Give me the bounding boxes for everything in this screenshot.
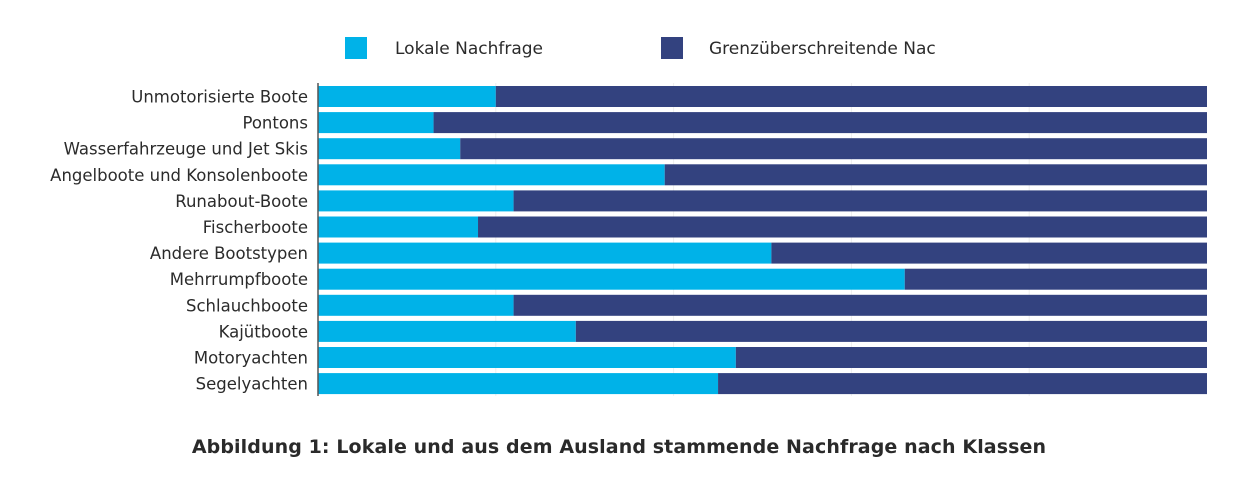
legend-swatch <box>345 37 367 59</box>
bar-lokal <box>318 138 461 160</box>
legend: Lokale Nachfrage Grenzüberschreitende Nac <box>345 37 936 59</box>
category-label: Andere Bootstypen <box>150 244 308 263</box>
bar-lokal <box>318 190 514 212</box>
legend-label: Lokale Nachfrage <box>395 39 543 59</box>
category-label: Kajütboote <box>219 322 308 341</box>
category-label: Mehrrumpfboote <box>170 270 308 289</box>
category-labels: Unmotorisierte Boote Pontons Wasserfahrzeu… <box>50 88 308 394</box>
bar-grenzueberschreitend <box>904 268 1207 290</box>
bar-grenzueberschreitend <box>664 164 1207 186</box>
bar-grenzueberschreitend <box>771 242 1207 264</box>
chart-caption: Abbildung 1: Lokale und aus dem Ausland … <box>191 436 1047 458</box>
bar-lokal <box>318 373 719 395</box>
gridlines <box>495 83 1030 396</box>
category-label: Segelyachten <box>196 375 308 394</box>
bar-lokal <box>318 216 479 238</box>
category-label: Unmotorisierte Boote <box>131 88 308 107</box>
bar-lokal <box>318 164 665 186</box>
category-label: Pontons <box>242 114 308 133</box>
bars <box>318 86 1207 395</box>
bar-grenzueberschreitend <box>575 320 1207 342</box>
bar-lokal <box>318 242 772 264</box>
legend-swatch <box>661 37 683 59</box>
category-label: Runabout-Boote <box>175 192 308 211</box>
bar-grenzueberschreitend <box>433 112 1207 134</box>
bar-lokal <box>318 112 434 134</box>
category-label: Wasserfahrzeuge und Jet Skis <box>64 140 308 159</box>
bar-grenzueberschreitend <box>513 190 1207 212</box>
bar-lokal <box>318 86 496 107</box>
bar-lokal <box>318 268 905 290</box>
bar-grenzueberschreitend <box>460 138 1207 160</box>
bar-grenzueberschreitend <box>718 373 1207 395</box>
bar-grenzueberschreitend <box>513 294 1207 316</box>
bar-grenzueberschreitend <box>495 86 1207 107</box>
legend-label: Grenzüberschreitende Nac <box>709 39 936 59</box>
category-label: Fischerboote <box>203 218 308 237</box>
bar-lokal <box>318 294 514 316</box>
category-label: Schlauchboote <box>186 296 308 315</box>
bar-lokal <box>318 320 576 342</box>
category-label: Motoryachten <box>194 349 308 368</box>
bar-lokal <box>318 347 736 368</box>
bar-grenzueberschreitend <box>478 216 1207 238</box>
category-label: Angelboote und Konsolenboote <box>50 166 308 185</box>
bar-grenzueberschreitend <box>735 347 1207 368</box>
